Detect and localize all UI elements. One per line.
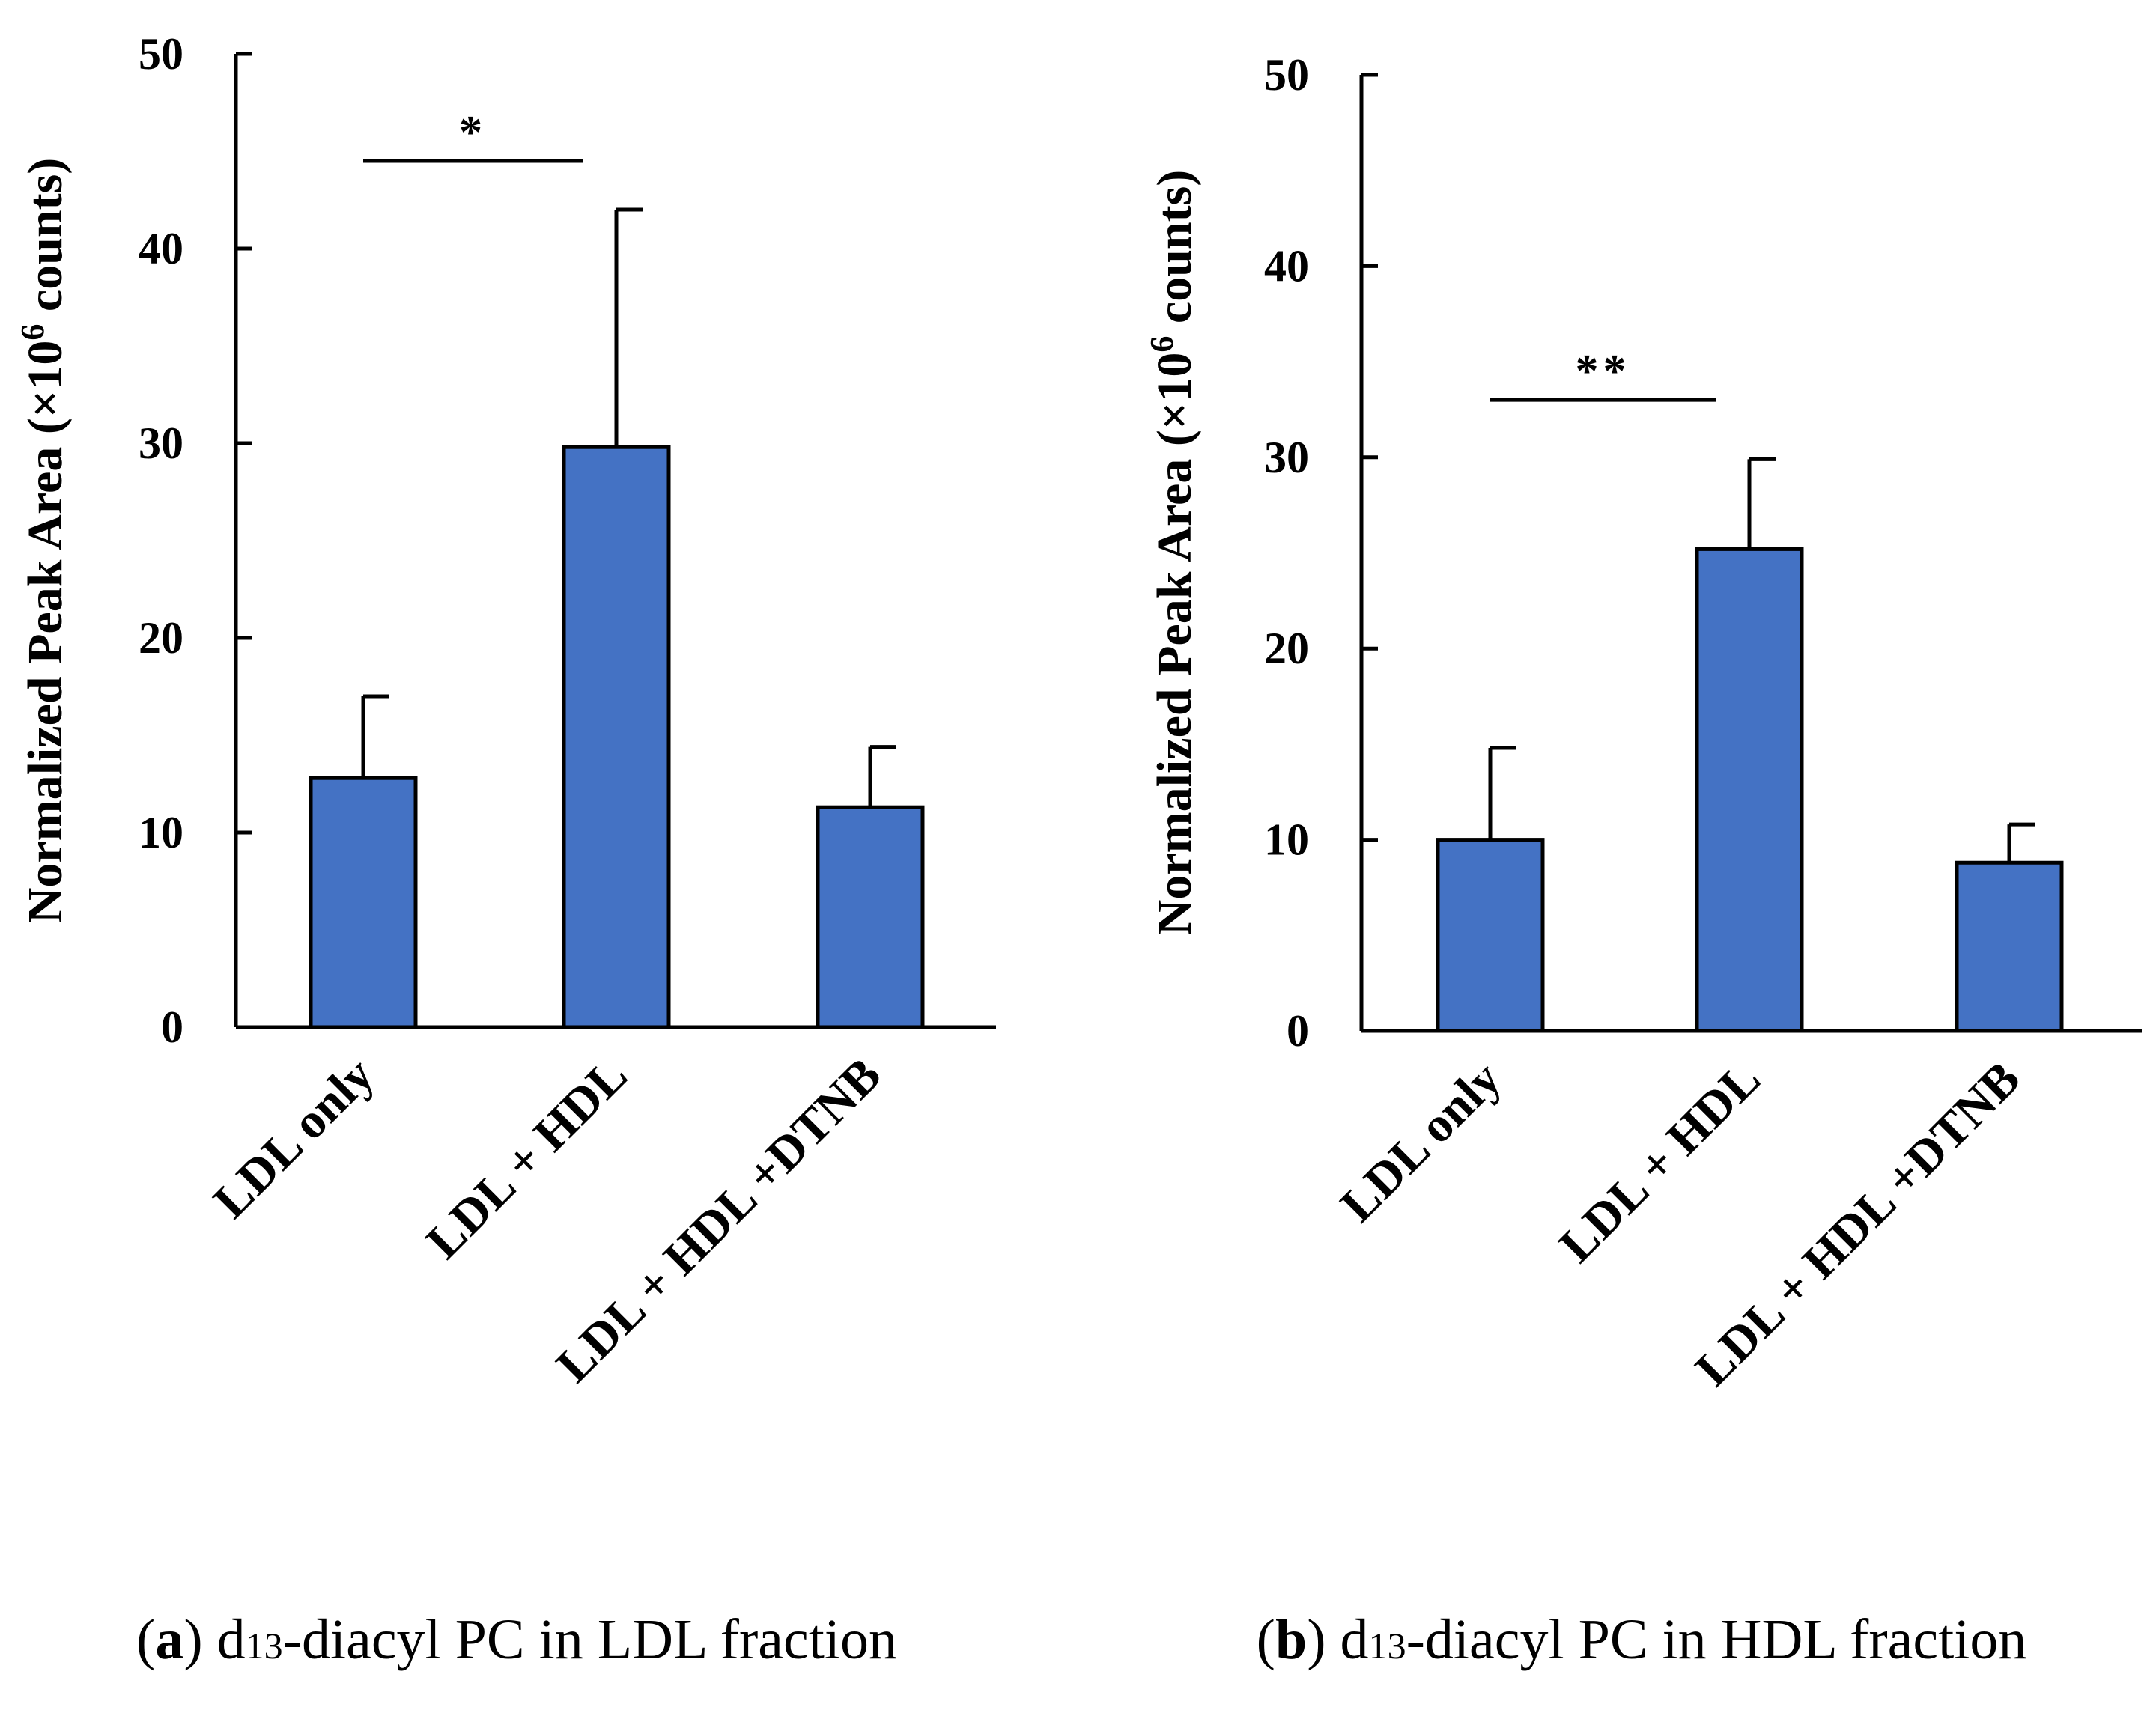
bar [309, 776, 418, 1029]
category-label: LDL + HDL [1549, 1051, 1771, 1273]
y-tick-label: 0 [1287, 1006, 1309, 1056]
y-tick-label: 40 [1264, 241, 1309, 290]
bar [562, 445, 671, 1029]
y-tick-label: 30 [139, 419, 183, 468]
panel-b-chart: 0 10 20 30 40 50 Normalized Peak Area (×106 co… [1144, 50, 2142, 1671]
bar [1695, 547, 1804, 1033]
y-tick-label: 40 [139, 224, 183, 273]
y-tick-label: 10 [139, 808, 183, 857]
y-axis-label: Normalized Peak Area (×106 counts) [14, 158, 73, 924]
panel-caption: (b) d13-diacyl PC in HDL fraction [1257, 1608, 2027, 1671]
category-label: LDL only [203, 1047, 384, 1229]
y-tick-label: 0 [161, 1002, 183, 1052]
y-tick-label: 30 [1264, 433, 1309, 482]
panel-a-chart: 0 10 20 30 40 50 Normalized Peak Area (×106 co… [14, 29, 996, 1671]
category-label: LDL only [1330, 1051, 1511, 1232]
bar [816, 805, 925, 1029]
bar [1955, 860, 2064, 1033]
y-tick-label: 50 [139, 29, 183, 79]
y-tick-label: 20 [139, 613, 183, 663]
y-tick-label: 20 [1264, 624, 1309, 673]
y-tick-label: 10 [1264, 815, 1309, 865]
significance-marker: * [459, 107, 487, 158]
panel-caption: (a) d13-diacyl PC in LDL fraction [136, 1608, 897, 1671]
category-label: LDL + HDL [416, 1047, 638, 1269]
y-axis-label: Normalized Peak Area (×106 counts) [1144, 170, 1203, 936]
significance-marker: ** [1576, 346, 1631, 397]
y-tick-label: 50 [1264, 50, 1309, 100]
bar [1436, 838, 1545, 1033]
